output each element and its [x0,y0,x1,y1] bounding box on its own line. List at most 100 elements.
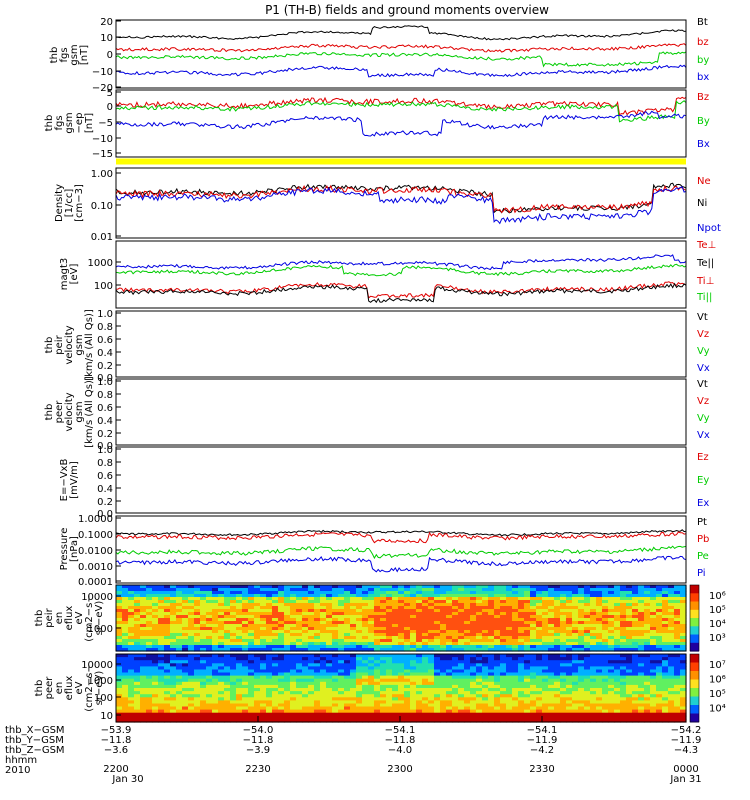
heatmap-cell [398,621,405,625]
heatmap-cell [326,585,333,589]
heatmap-cell [422,591,429,595]
heatmap-cell [494,697,501,701]
heatmap-cell [302,606,309,610]
heatmap-cell [224,691,231,695]
colorbar-tick-label: 10⁴ [709,619,726,630]
heatmap-cell [242,627,249,631]
heatmap-cell [290,654,297,658]
heatmap-cell [416,660,423,664]
heatmap-cell [128,612,135,616]
heatmap-cell [560,609,567,613]
heatmap-cell [638,624,645,628]
heatmap-cell [236,672,243,677]
heatmap-cell [404,627,411,631]
heatmap-cell [218,697,225,701]
heatmap-cell [578,681,585,686]
heatmap-cell [596,648,603,652]
heatmap-cell [638,606,645,610]
heatmap-cell [512,660,519,664]
heatmap-cell [152,633,159,637]
heatmap-cell [356,663,363,667]
heatmap-cell [494,654,501,658]
heatmap-cell [116,606,123,610]
y-axis-label: thb peer velocity gsm [km/s (All Qs)] [44,376,95,448]
heatmap-cell [440,712,447,717]
heatmap-cell [182,630,189,634]
heatmap-cell [590,715,597,720]
heatmap-cell [590,697,597,701]
heatmap-cell [488,688,495,692]
heatmap-cell [188,621,195,625]
heatmap-cell [452,591,459,595]
heatmap-cell [356,621,363,625]
heatmap-cell [620,712,627,717]
heatmap-cell [134,675,141,680]
heatmap-cell [140,654,147,658]
heatmap-cell [584,678,591,683]
heatmap-cell [392,624,399,628]
y-ticks: 1.00.80.60.40.20.0 [97,445,121,520]
heatmap-cell [368,615,375,619]
heatmap-cell [668,672,675,677]
heatmap-cell [128,669,135,674]
heatmap-cell [656,703,663,708]
heatmap-cell [116,600,123,604]
heatmap-cell [596,706,603,711]
heatmap-cell [188,648,195,652]
heatmap-cell [320,588,327,592]
heatmap-cell [500,700,507,705]
heatmap-cell [644,681,651,686]
heatmap-cell [410,691,417,695]
heatmap-cell [662,585,669,589]
heatmap-cell [614,718,621,723]
heatmap-cell [332,642,339,646]
heatmap-cell [494,672,501,677]
heatmap-cell [464,627,471,631]
heatmap-cell [524,633,531,637]
heatmap-cell [626,672,633,677]
heatmap-cell [674,672,681,677]
heatmap-cell [140,657,147,661]
heatmap-cell [152,594,159,598]
heatmap-cell [512,630,519,634]
heatmap-cell [332,697,339,701]
heatmap-cell [212,600,219,604]
heatmap-cell [218,648,225,652]
y-tick-label: 0.2 [97,497,113,508]
heatmap-cell [212,678,219,683]
heatmap-cell [134,691,141,695]
heatmap-cell [632,678,639,683]
heatmap-cell [662,621,669,625]
heatmap-cell [680,684,687,689]
heatmap-cell [626,594,633,598]
y-tick-label: 1000 [88,258,113,269]
heatmap-cell [380,597,387,601]
heatmap-cell [500,681,507,686]
heatmap-cell [374,627,381,631]
heatmap-cell [410,594,417,598]
heatmap-cell [326,681,333,686]
heatmap-cell [248,630,255,634]
orbit-value: −11.8 [243,735,274,746]
heatmap-cell [338,627,345,631]
heatmap-cell [512,712,519,717]
heatmap-cell [416,669,423,674]
heatmap-cell [314,645,321,649]
heatmap-cell [302,609,309,613]
heatmap-cell [194,691,201,695]
heatmap-cell [620,703,627,708]
heatmap-cell [500,669,507,674]
heatmap-cell [290,669,297,674]
heatmap-cell [536,630,543,634]
heatmap-cell [290,621,297,625]
heatmap-cell [188,642,195,646]
heatmap-cell [500,612,507,616]
heatmap-cell [668,627,675,631]
heatmap-cell [260,712,267,717]
heatmap-cell [626,612,633,616]
heatmap-cell [230,621,237,625]
heatmap-cell [428,697,435,701]
y-axis-label: Pressure [nPa] [59,528,80,571]
heatmap-cell [380,639,387,643]
heatmap-cell [680,718,687,723]
